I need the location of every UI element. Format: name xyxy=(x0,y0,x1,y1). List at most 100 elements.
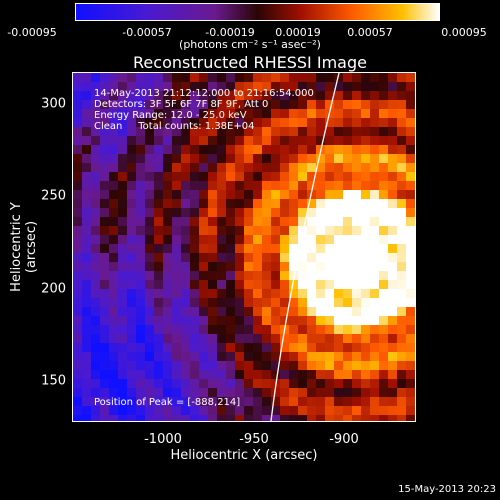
image-pixel xyxy=(388,406,397,415)
image-pixel xyxy=(280,235,289,244)
image-pixel xyxy=(91,190,100,199)
image-pixel xyxy=(298,154,307,163)
image-pixel xyxy=(136,325,145,334)
image-pixel xyxy=(118,190,127,199)
image-pixel xyxy=(244,91,253,100)
image-pixel xyxy=(235,388,244,397)
image-pixel xyxy=(82,136,91,145)
heatmap-canvas xyxy=(73,73,415,421)
image-pixel xyxy=(208,289,217,298)
image-pixel xyxy=(388,280,397,289)
image-pixel xyxy=(190,190,199,199)
image-pixel xyxy=(91,244,100,253)
image-pixel xyxy=(352,82,361,91)
image-pixel xyxy=(235,298,244,307)
image-pixel xyxy=(316,163,325,172)
image-pixel xyxy=(145,334,154,343)
image-pixel xyxy=(172,343,181,352)
image-pixel xyxy=(190,199,199,208)
image-pixel xyxy=(379,244,388,253)
image-pixel xyxy=(316,379,325,388)
image-pixel xyxy=(379,235,388,244)
image-pixel xyxy=(361,352,370,361)
image-pixel xyxy=(190,334,199,343)
image-pixel xyxy=(127,163,136,172)
image-pixel xyxy=(82,379,91,388)
image-pixel xyxy=(289,226,298,235)
image-pixel xyxy=(307,298,316,307)
image-pixel xyxy=(217,91,226,100)
image-pixel xyxy=(127,82,136,91)
image-pixel xyxy=(262,334,271,343)
image-pixel xyxy=(208,91,217,100)
colorbar-tick: -0.00057 xyxy=(122,26,172,39)
image-pixel xyxy=(82,190,91,199)
image-pixel xyxy=(379,406,388,415)
image-pixel xyxy=(352,154,361,163)
image-pixel xyxy=(262,73,271,82)
image-pixel xyxy=(127,316,136,325)
image-pixel xyxy=(145,226,154,235)
image-pixel xyxy=(271,226,280,235)
image-pixel xyxy=(244,181,253,190)
image-pixel xyxy=(91,271,100,280)
image-pixel xyxy=(190,352,199,361)
image-pixel xyxy=(325,325,334,334)
image-pixel xyxy=(352,145,361,154)
image-pixel xyxy=(334,91,343,100)
image-pixel xyxy=(361,127,370,136)
image-pixel xyxy=(172,325,181,334)
image-pixel xyxy=(343,154,352,163)
image-pixel xyxy=(226,181,235,190)
image-pixel xyxy=(406,352,415,361)
image-pixel xyxy=(370,325,379,334)
image-pixel xyxy=(244,73,253,82)
image-pixel xyxy=(397,82,406,91)
image-pixel xyxy=(316,73,325,82)
image-pixel xyxy=(406,280,415,289)
image-pixel xyxy=(379,109,388,118)
image-pixel xyxy=(154,235,163,244)
image-pixel xyxy=(289,91,298,100)
image-pixel xyxy=(109,235,118,244)
image-pixel xyxy=(100,334,109,343)
image-pixel xyxy=(325,91,334,100)
image-pixel xyxy=(307,361,316,370)
image-pixel xyxy=(244,163,253,172)
image-pixel xyxy=(244,343,253,352)
image-pixel xyxy=(73,73,82,82)
image-pixel xyxy=(253,298,262,307)
image-pixel xyxy=(154,298,163,307)
image-pixel xyxy=(172,172,181,181)
image-pixel xyxy=(235,100,244,109)
image-pixel xyxy=(244,379,253,388)
image-pixel xyxy=(181,100,190,109)
image-pixel xyxy=(298,307,307,316)
image-pixel xyxy=(352,298,361,307)
image-pixel xyxy=(235,208,244,217)
image-pixel xyxy=(298,415,307,421)
image-pixel xyxy=(271,370,280,379)
image-pixel xyxy=(343,406,352,415)
image-pixel xyxy=(172,316,181,325)
image-pixel xyxy=(217,109,226,118)
image-pixel xyxy=(262,208,271,217)
image-pixel xyxy=(307,253,316,262)
image-pixel xyxy=(307,289,316,298)
image-pixel xyxy=(406,388,415,397)
image-pixel xyxy=(361,334,370,343)
image-pixel xyxy=(325,352,334,361)
image-pixel xyxy=(361,136,370,145)
image-pixel xyxy=(91,172,100,181)
image-pixel xyxy=(226,154,235,163)
image-pixel xyxy=(199,379,208,388)
image-pixel xyxy=(361,361,370,370)
image-pixel xyxy=(163,307,172,316)
image-pixel xyxy=(253,208,262,217)
image-pixel xyxy=(100,262,109,271)
image-pixel xyxy=(100,199,109,208)
image-pixel xyxy=(145,280,154,289)
image-pixel xyxy=(397,253,406,262)
image-pixel xyxy=(127,406,136,415)
image-pixel xyxy=(316,253,325,262)
